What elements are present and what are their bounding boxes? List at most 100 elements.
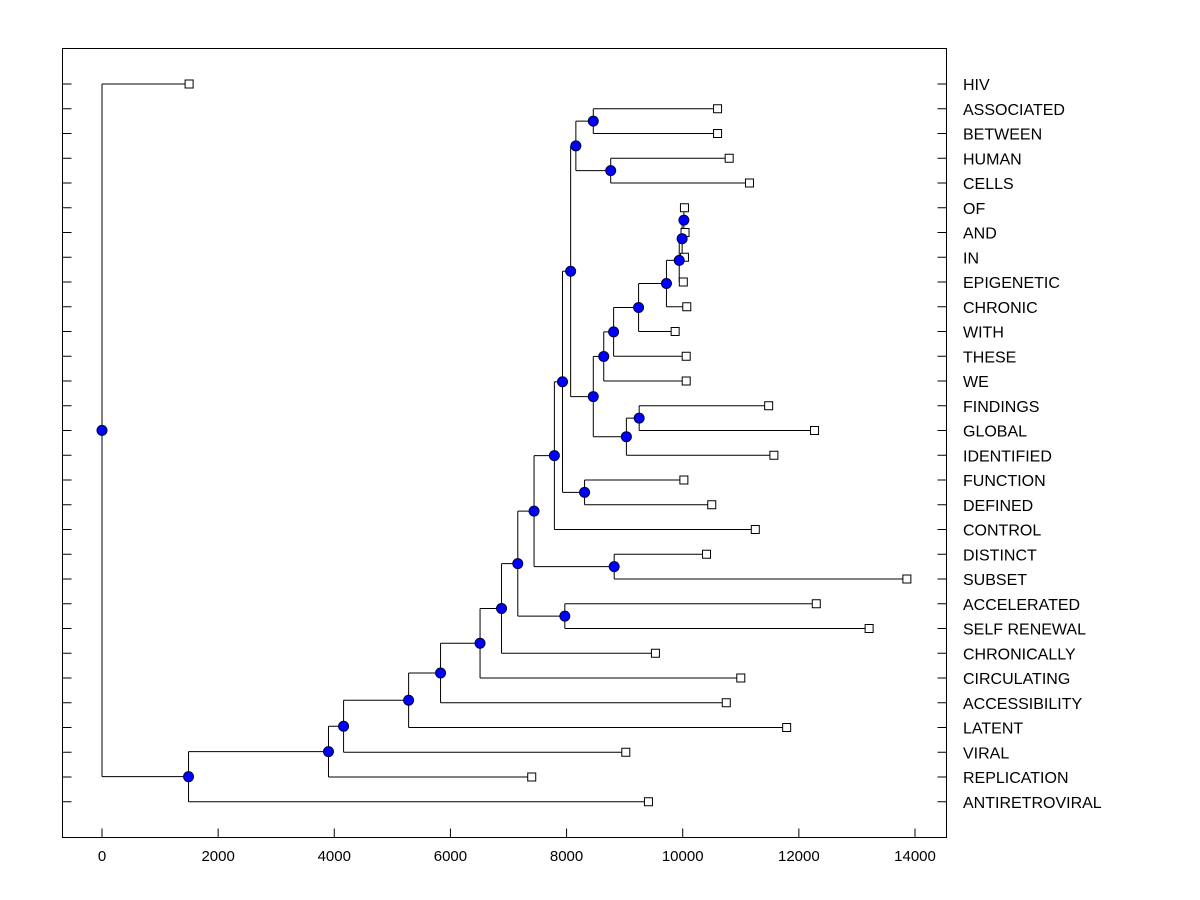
merge-node-layer xyxy=(96,115,690,783)
leaf-label: LATENT xyxy=(963,721,1023,738)
merge-node xyxy=(587,115,599,127)
leaf-label: THESE xyxy=(963,349,1016,366)
merge-node xyxy=(435,667,447,679)
leaf-label: GLOBAL xyxy=(963,424,1027,441)
x-tick-label: 4000 xyxy=(318,848,351,865)
merge-node xyxy=(633,412,645,424)
leaf-marker xyxy=(721,698,731,708)
leaf-marker xyxy=(702,549,712,559)
merge-node xyxy=(183,771,195,783)
merge-node xyxy=(660,278,672,290)
leaf-marker xyxy=(681,351,691,361)
leaf-label: ASSOCIATED xyxy=(963,102,1065,119)
leaf-marker xyxy=(764,401,774,411)
x-tick-label: 10000 xyxy=(662,848,704,865)
leaf-label: CIRCULATING xyxy=(963,671,1070,688)
leaf-label: VIRAL xyxy=(963,745,1009,762)
leaf-label: SELF RENEWAL xyxy=(963,622,1086,639)
merge-node xyxy=(496,602,508,614)
merge-node xyxy=(559,610,571,622)
leaf-marker xyxy=(810,426,820,435)
x-tick-label: 0 xyxy=(98,848,106,865)
leaf-label: CELLS xyxy=(963,176,1014,193)
merge-node xyxy=(557,376,569,388)
merge-node xyxy=(608,561,620,573)
leaf-marker xyxy=(713,104,723,114)
leaf-marker-layer xyxy=(184,79,912,807)
leaf-marker xyxy=(902,574,912,584)
leaf-label: CHRONICALLY xyxy=(963,646,1076,663)
leaf-marker xyxy=(707,500,717,510)
leaf-marker xyxy=(750,525,760,534)
leaf-marker xyxy=(736,673,746,683)
leaf-label: CHRONIC xyxy=(963,300,1038,317)
merge-node xyxy=(322,746,334,758)
leaf-label: ANTIRETROVIRAL xyxy=(963,795,1102,812)
leaf-label: IDENTIFIED xyxy=(963,448,1052,465)
merge-node xyxy=(403,694,415,706)
leaf-marker xyxy=(682,302,692,312)
merge-node xyxy=(676,233,688,245)
merge-node xyxy=(548,450,560,462)
merge-node xyxy=(678,214,690,226)
merge-node xyxy=(96,424,108,436)
merge-node xyxy=(474,637,486,649)
x-tick-label: 6000 xyxy=(434,848,467,865)
merge-node xyxy=(528,505,540,517)
leaf-label: DEFINED xyxy=(963,498,1033,515)
leaf-marker xyxy=(679,475,689,485)
merge-node xyxy=(598,350,610,362)
merge-node xyxy=(579,486,591,498)
merge-node xyxy=(587,391,599,403)
merge-node xyxy=(512,558,524,570)
merge-node xyxy=(608,326,620,338)
leaf-label: REPLICATION xyxy=(963,770,1069,787)
leaf-label: OF xyxy=(963,201,985,218)
leaf-marker xyxy=(184,79,194,89)
leaf-marker xyxy=(679,203,689,213)
leaf-label: CONTROL xyxy=(963,523,1041,540)
leaf-label: DISTINCT xyxy=(963,547,1037,564)
leaf-label: EPIGENETIC xyxy=(963,275,1060,292)
leaf-marker xyxy=(643,797,653,807)
tick-layer: 0 2000 4000 6000 8000 10000 12000 14000 xyxy=(62,83,947,865)
leaf-label: BETWEEN xyxy=(963,127,1042,144)
leaf-label: WE xyxy=(963,374,989,391)
leaf-label: IN xyxy=(963,250,979,267)
label-layer: HIV ASSOCIATED BETWEEN HUMAN CELLS OF AND IN EPI… xyxy=(963,77,1102,812)
merge-node xyxy=(633,302,645,314)
leaf-label: HUMAN xyxy=(963,151,1022,168)
leaf-marker xyxy=(527,772,537,782)
merge-node xyxy=(338,720,350,732)
merge-node xyxy=(620,431,632,443)
leaf-label: SUBSET xyxy=(963,572,1027,589)
leaf-marker xyxy=(811,599,821,609)
leaf-marker xyxy=(713,129,723,138)
leaf-label: WITH xyxy=(963,325,1004,342)
leaf-label: FUNCTION xyxy=(963,473,1046,490)
x-tick-label: 14000 xyxy=(894,848,936,865)
merge-node xyxy=(565,265,577,277)
plot-frame xyxy=(62,48,947,838)
leaf-label: FINDINGS xyxy=(963,399,1039,416)
merge-node xyxy=(570,140,582,152)
leaf-marker xyxy=(724,153,734,163)
leaf-marker xyxy=(678,277,688,287)
link-layer xyxy=(101,83,907,803)
x-tick-label: 8000 xyxy=(550,848,583,865)
merge-node xyxy=(673,254,685,266)
leaf-label: ACCELERATED xyxy=(963,597,1080,614)
leaf-label: ACCESSIBILITY xyxy=(963,696,1082,713)
leaf-marker xyxy=(670,327,680,336)
leaf-marker xyxy=(681,376,691,386)
leaf-marker xyxy=(864,624,874,633)
leaf-marker xyxy=(782,723,792,732)
merge-node xyxy=(605,165,617,177)
x-tick-label: 12000 xyxy=(778,848,820,865)
leaf-marker xyxy=(769,450,779,460)
leaf-label: AND xyxy=(963,226,997,243)
x-tick-label: 2000 xyxy=(201,848,234,865)
leaf-label: HIV xyxy=(963,77,990,94)
leaf-marker xyxy=(650,648,660,658)
